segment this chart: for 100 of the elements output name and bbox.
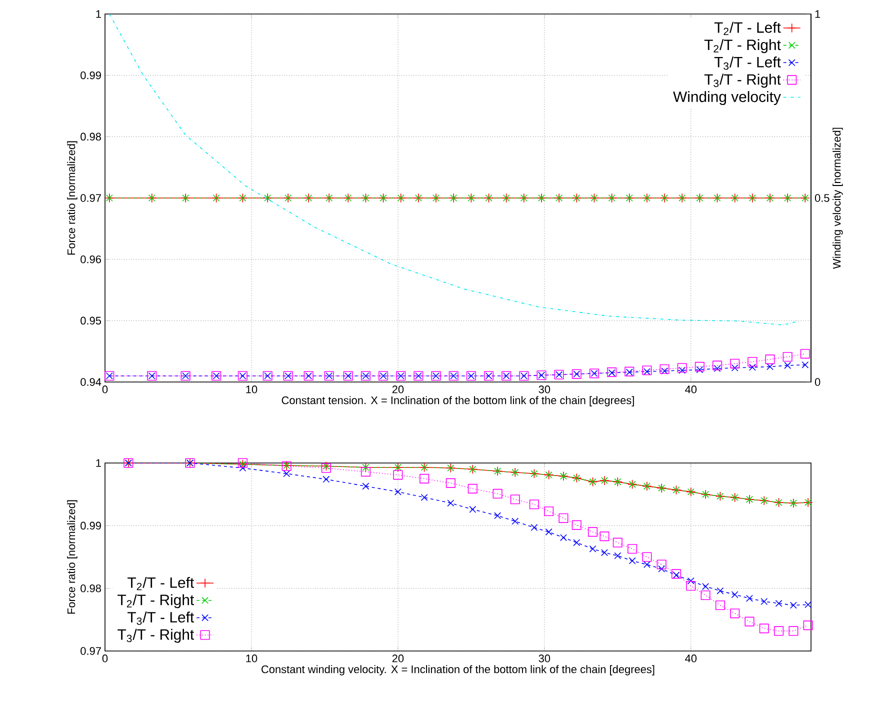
- point: [672, 572, 680, 579]
- point: [446, 478, 456, 488]
- point: [529, 500, 539, 510]
- y-tick-label: 0.97: [80, 194, 101, 202]
- y2-tick-label: 0: [814, 378, 820, 386]
- point: [687, 577, 694, 584]
- point: [600, 549, 608, 556]
- point: [628, 557, 636, 564]
- point: [588, 527, 598, 537]
- point: [573, 539, 580, 546]
- y-tick-label: 0.99: [80, 522, 101, 530]
- point: [694, 362, 704, 372]
- point: [420, 494, 428, 501]
- point: [560, 534, 567, 542]
- point: [239, 464, 246, 472]
- point: [712, 360, 722, 370]
- point: [661, 367, 668, 374]
- point: [803, 620, 813, 630]
- point: [420, 474, 430, 484]
- point: [696, 366, 704, 374]
- legend-label: T$_{2}$/T - Right: [118, 594, 194, 608]
- legend-label: T$_{2}$/T - Right: [704, 39, 781, 54]
- point: [748, 364, 756, 371]
- point: [642, 552, 652, 562]
- y-tick-label: 0.95: [80, 316, 102, 325]
- point: [530, 524, 538, 532]
- point: [702, 582, 710, 590]
- point: [393, 470, 403, 480]
- point: [759, 624, 769, 634]
- point: [765, 354, 775, 364]
- y2-tick-label: 0.5: [814, 194, 830, 202]
- point: [686, 581, 696, 591]
- y-tick-label: 1: [96, 10, 101, 18]
- x-tick-label: 30: [538, 654, 550, 662]
- x-tick-label: 10: [246, 386, 258, 394]
- point: [362, 482, 370, 490]
- x-tick-label: 0: [102, 386, 108, 394]
- point: [748, 356, 758, 367]
- point: [600, 532, 610, 542]
- point: [804, 601, 812, 608]
- x-tick-label: 30: [538, 386, 550, 394]
- point: [642, 366, 652, 376]
- x-axis-title: Constant winding velocity. X = Inclination of the bottom link of the chain [degrees]: [262, 665, 654, 676]
- y-axis-title: Force ratio [normalized]: [67, 500, 78, 614]
- point: [766, 363, 774, 370]
- point: [643, 561, 650, 568]
- y-tick-label: 0.98: [80, 584, 101, 592]
- point: [730, 608, 740, 618]
- point: [746, 594, 753, 602]
- x-tick-label: 20: [392, 386, 404, 394]
- point: [700, 590, 710, 600]
- legend-label: T$_{3}$/T - Right: [704, 74, 781, 88]
- y-tick-label: 0.97: [80, 647, 101, 655]
- point: [760, 598, 768, 605]
- point: [677, 363, 687, 373]
- point: [715, 600, 725, 610]
- point: [730, 358, 740, 368]
- x-tick-label: 10: [246, 654, 258, 662]
- point: [510, 494, 520, 504]
- point: [545, 528, 552, 536]
- point: [494, 512, 502, 520]
- x-tick-label: 20: [392, 654, 404, 662]
- legend-label: T$_{3}$/T - Left: [128, 612, 194, 625]
- y-tick-label: 1: [96, 459, 101, 467]
- y-tick-label: 0.99: [80, 71, 101, 80]
- point: [614, 552, 622, 560]
- point: [447, 500, 454, 507]
- point: [643, 368, 650, 376]
- point: [589, 545, 596, 552]
- point: [544, 506, 554, 516]
- y-tick-label: 0.96: [80, 255, 101, 264]
- y2-axis-title: Winding velocity [normalized]: [832, 128, 843, 269]
- point: [714, 365, 721, 372]
- point: [558, 513, 568, 523]
- point: [788, 626, 798, 636]
- point: [775, 600, 782, 607]
- point: [469, 506, 476, 513]
- point: [394, 488, 402, 496]
- point: [774, 626, 784, 636]
- point: [492, 488, 502, 498]
- legend-label: T$_{2}$/T - Left: [714, 22, 781, 36]
- point: [744, 616, 754, 626]
- legend-label: T$_{2}$/T - Left: [128, 576, 194, 590]
- point: [656, 560, 666, 570]
- point: [671, 569, 682, 579]
- point: [731, 364, 738, 372]
- point: [283, 470, 290, 478]
- point: [784, 362, 792, 369]
- point: [731, 591, 738, 598]
- point: [628, 544, 638, 554]
- point: [716, 587, 724, 594]
- point: [802, 361, 809, 368]
- y-tick-label: 0.94: [80, 378, 102, 386]
- point: [322, 476, 330, 483]
- point: [658, 565, 666, 572]
- x-tick-label: 40: [685, 654, 697, 662]
- point: [512, 518, 519, 525]
- point: [468, 484, 478, 494]
- point: [612, 538, 622, 548]
- legend-label: T$_{3}$/T - Left: [714, 56, 781, 70]
